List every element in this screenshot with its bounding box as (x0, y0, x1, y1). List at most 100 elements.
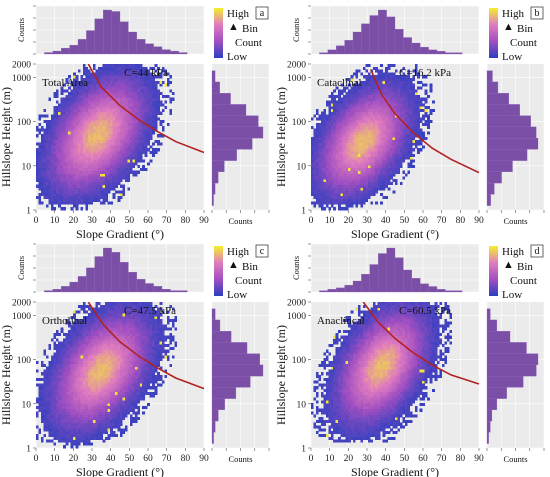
heatmap-cell (43, 394, 47, 398)
heatmap-cell (318, 165, 322, 169)
heatmap-cell (80, 145, 84, 149)
heatmap-cell (87, 428, 91, 432)
heatmap-cell (154, 108, 158, 112)
heatmap-cell (107, 114, 111, 118)
heatmap-cell (348, 156, 351, 160)
heatmap-cell (95, 89, 99, 93)
heatmap-cell (338, 139, 341, 143)
heatmap-cell (370, 80, 374, 84)
heatmap-cell (45, 204, 49, 208)
heatmap-cell (328, 198, 332, 202)
heatmap-cell (78, 327, 81, 331)
heatmap-cell (311, 187, 314, 191)
heatmap-cell (75, 167, 79, 171)
heatmap-cell (120, 108, 123, 112)
heatmap-cell (75, 422, 79, 426)
heatmap-cell (132, 125, 136, 129)
heatmap-cell (80, 344, 84, 348)
heatmap-cell (395, 128, 398, 132)
heatmap-cell (142, 100, 145, 104)
heatmap-cell (124, 69, 128, 73)
heatmap-cell (120, 117, 123, 121)
heatmap-cell (60, 195, 64, 200)
heatmap-cell (73, 391, 76, 395)
heatmap-cell (325, 131, 329, 135)
heatmap-cell (120, 114, 123, 118)
heatmap-cell (73, 80, 76, 84)
heatmap-cell (85, 92, 89, 96)
heatmap-cell (390, 92, 393, 96)
heatmap-cell (390, 122, 393, 127)
heatmap-cell (395, 159, 398, 163)
heatmap-cell (80, 428, 84, 432)
heatmap-cell (397, 114, 401, 118)
heatmap-cell (68, 377, 71, 381)
heatmap-cell (385, 167, 388, 171)
heatmap-cell (350, 94, 354, 98)
heatmap-cell (82, 108, 86, 112)
heatmap-cell (80, 153, 84, 157)
heatmap-cell (397, 156, 401, 160)
heatmap-cell (85, 165, 89, 169)
heatmap-cell (90, 321, 94, 325)
heatmap-cell (85, 372, 89, 376)
heatmap-cell (127, 145, 131, 149)
heatmap-cell (60, 159, 64, 163)
heatmap-cell (147, 111, 150, 115)
heatmap-cell (318, 137, 322, 141)
heatmap-cell (357, 106, 361, 110)
heatmap-cell (87, 439, 91, 443)
heatmap-cell (343, 159, 346, 163)
heatmap-cell (65, 201, 69, 205)
heatmap-cell (122, 134, 126, 138)
heatmap-cell (50, 383, 54, 387)
heatmap-cell (82, 346, 86, 350)
heatmap-cell (340, 170, 344, 174)
heatmap-cell (432, 100, 435, 104)
y-tick-label: 1 (26, 207, 31, 217)
heatmap-cell (60, 436, 64, 440)
heatmap-cell (95, 69, 99, 73)
heatmap-cell (355, 198, 359, 202)
heatmap-cell (55, 134, 59, 138)
heatmap-cell (377, 139, 381, 143)
heatmap-cell (149, 137, 153, 141)
heatmap-cell (402, 139, 406, 143)
heatmap-cell (357, 190, 361, 194)
heatmap-cell (43, 145, 47, 149)
heatmap-cell (63, 341, 66, 345)
heatmap-cell (70, 408, 74, 412)
heatmap-cell (110, 184, 113, 188)
heatmap-cell (313, 148, 317, 152)
heatmap-cell (63, 369, 66, 373)
heatmap-cell (404, 111, 408, 115)
heatmap-cell (85, 341, 89, 345)
heatmap-cell (82, 151, 86, 155)
heatmap-cell (142, 69, 145, 73)
heatmap-cell (117, 173, 121, 177)
heatmap-cell (357, 148, 361, 152)
heatmap-cell (429, 83, 433, 87)
heatmap-cell (169, 100, 173, 104)
heatmap-cell (353, 94, 356, 98)
heatmap-cell (65, 417, 69, 421)
heatmap-cell (43, 134, 47, 138)
heatmap-cell (78, 405, 81, 409)
heatmap-cell (70, 335, 74, 339)
heatmap-cell (68, 383, 71, 387)
heatmap-cell (65, 369, 69, 373)
heatmap-cell (417, 120, 420, 124)
heatmap-cell (330, 117, 334, 121)
heatmap-cell (78, 419, 81, 423)
heatmap-cell (377, 176, 381, 180)
heatmap-cell (45, 165, 49, 169)
heatmap-cell (87, 153, 91, 157)
heatmap-cell (43, 397, 47, 401)
heatmap-cell (375, 75, 378, 79)
heatmap-cell (82, 352, 86, 356)
heatmap-cell (127, 156, 131, 160)
heatmap-cell (380, 86, 383, 90)
heatmap-cell (97, 162, 101, 166)
colorbar-high-label: High (502, 8, 525, 20)
heatmap-cell (397, 142, 401, 146)
